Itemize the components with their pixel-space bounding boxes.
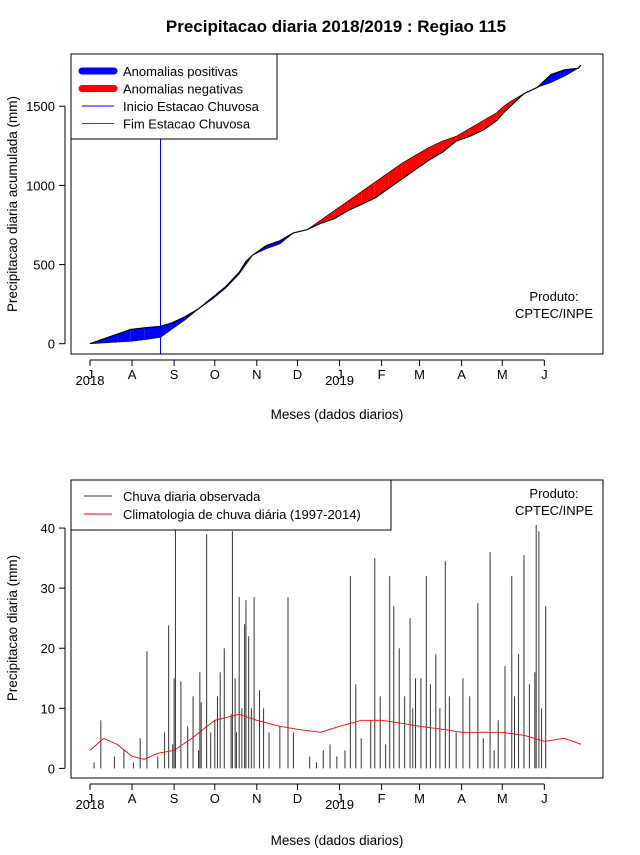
annotation: Produto: CPTEC/INPE	[515, 289, 593, 321]
x-tick-label: F	[378, 367, 386, 382]
x-tick-label: O	[210, 791, 220, 806]
x-tick-label: N	[252, 367, 261, 382]
negative-anomaly-area	[388, 163, 402, 189]
annotation-line: Produto:	[529, 289, 578, 304]
x-tick-label: M	[497, 791, 508, 806]
x-tick-label: J	[336, 791, 343, 806]
y-tick-label: 1500	[26, 99, 55, 114]
x-tick-label: D	[293, 791, 302, 806]
y-tick-label: 30	[41, 581, 55, 596]
x-tick-label: F	[378, 791, 386, 806]
y-axis-label: Precipitacao diaria (mm)	[5, 555, 20, 701]
y-tick-label: 20	[41, 641, 55, 656]
x-tick-label: J	[541, 367, 548, 382]
legend-label: Climatologia de chuva diária (1997-2014)	[123, 507, 361, 522]
negative-anomaly-area	[415, 147, 430, 170]
y-tick-label: 10	[41, 701, 55, 716]
negative-anomaly-area	[483, 112, 497, 130]
positive-anomaly-area	[144, 326, 161, 340]
negative-anomaly-area	[334, 201, 348, 219]
y-tick-label: 40	[41, 521, 55, 536]
annotation: Produto: CPTEC/INPE	[515, 486, 593, 518]
negative-anomaly-area	[469, 120, 484, 137]
year-label: 2018	[76, 373, 105, 388]
y-tick-label: 500	[33, 258, 55, 273]
legend-label: Fim Estacao Chuvosa	[123, 117, 251, 132]
y-tick-label: 1000	[26, 178, 55, 193]
legend-label: Anomalias negativas	[123, 82, 243, 97]
observed-accumulated-line	[89, 64, 582, 345]
x-tick-label: A	[128, 367, 137, 382]
x-tick-label: M	[414, 367, 425, 382]
negative-anomaly-area	[320, 210, 335, 224]
negative-anomaly-area	[374, 172, 389, 199]
y-axis: 0 500 1000 1500	[26, 99, 66, 352]
y-tick-label: 0	[48, 337, 55, 352]
negative-anomaly-area	[442, 136, 457, 153]
y-axis: 0 10 20 30 40	[41, 521, 66, 776]
x-tick-label: M	[497, 367, 508, 382]
x-tick-label: O	[210, 367, 220, 382]
negative-anomaly-area	[401, 155, 416, 180]
y-axis-label: Precipitacao diaria acumulada (mm)	[5, 96, 20, 312]
x-tick-label: D	[293, 367, 302, 382]
positive-anomaly-area	[117, 329, 131, 343]
x-tick-label: J	[336, 367, 343, 382]
positive-anomaly-area	[130, 327, 145, 342]
positive-anomaly-area	[266, 240, 280, 249]
positive-anomaly-area	[551, 69, 565, 83]
legend: Chuva diaria observada Climatologia de ch…	[70, 479, 392, 531]
climatology-line	[89, 713, 582, 760]
legend-label: Anomalias positivas	[123, 64, 238, 79]
annotation-line: Produto:	[529, 486, 578, 501]
x-tick-label: J	[87, 791, 94, 806]
x-axis-label: Meses (dados diarios)	[271, 407, 404, 422]
x-tick-label: J	[87, 367, 94, 382]
year-label: 2019	[325, 373, 354, 388]
negative-anomaly-area	[456, 128, 470, 142]
negative-anomaly-area	[496, 106, 504, 121]
positive-anomaly-area	[103, 334, 118, 343]
y-tick-label: 0	[48, 761, 55, 776]
climatology-accumulated-line	[89, 64, 582, 345]
x-tick-label: S	[170, 367, 179, 382]
positive-anomaly-area	[160, 323, 172, 338]
legend-label: Inicio Estacao Chuvosa	[123, 99, 260, 114]
annotation-line: CPTEC/INPE	[515, 503, 593, 518]
x-tick-label: N	[252, 791, 261, 806]
x-axis-label: Meses (dados diarios)	[271, 833, 404, 848]
figure-title: Precipitacao diaria 2018/2019 : Regiao 1…	[166, 17, 506, 36]
annotation-line: CPTEC/INPE	[515, 306, 593, 321]
year-label: 2018	[76, 797, 105, 812]
x-tick-label: J	[541, 791, 548, 806]
legend-box	[70, 479, 392, 531]
x-tick-label: S	[170, 791, 179, 806]
negative-anomaly-area	[361, 182, 375, 205]
negative-anomaly-area	[503, 101, 511, 113]
x-tick-label: A	[457, 791, 466, 806]
legend: Anomalias positivas Anomalias negativas In…	[70, 53, 278, 140]
positive-anomaly-area	[171, 316, 185, 330]
plot-frame	[70, 53, 604, 355]
x-tick-label: M	[414, 791, 425, 806]
x-tick-label: A	[128, 791, 137, 806]
x-tick-label: A	[457, 367, 466, 382]
year-label: 2019	[325, 797, 354, 812]
legend-label: Chuva diaria observada	[123, 489, 261, 504]
